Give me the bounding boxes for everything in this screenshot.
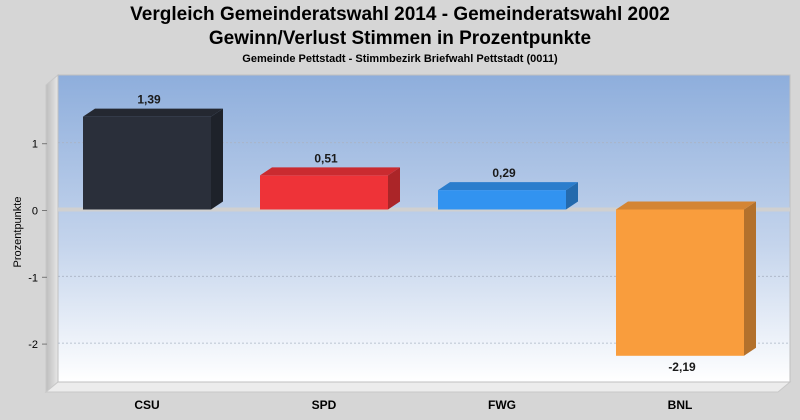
zero-line — [58, 207, 790, 212]
x-tick-label: CSU — [134, 398, 159, 412]
chart-subsubtitle: Gemeinde Pettstadt - Stimmbezirk Briefwa… — [242, 53, 558, 65]
y-tick-label: -2 — [28, 339, 38, 351]
x-tick-label: SPD — [312, 398, 337, 412]
chart-title: Vergleich Gemeinderatswahl 2014 - Gemein… — [130, 4, 670, 25]
chart-subtitle: Gewinn/Verlust Stimmen in Prozentpunkte — [208, 28, 592, 49]
value-label: 0,51 — [314, 151, 338, 165]
x-tick-label: BNL — [668, 398, 693, 412]
bar-fwg — [438, 182, 578, 210]
y-tick-label: -1 — [28, 272, 38, 284]
bar-bnl — [616, 201, 756, 356]
bar-spd — [260, 167, 400, 210]
bar-csu — [83, 108, 223, 210]
value-label: 1,39 — [137, 93, 161, 107]
x-tick-label: FWG — [488, 398, 516, 412]
y-tick-label: 0 — [32, 206, 38, 218]
y-axis-label: Prozentpunkte — [12, 197, 24, 268]
y-tick-label: 1 — [32, 139, 38, 151]
value-label: 0,29 — [492, 166, 516, 180]
value-label: -2,19 — [668, 360, 696, 374]
